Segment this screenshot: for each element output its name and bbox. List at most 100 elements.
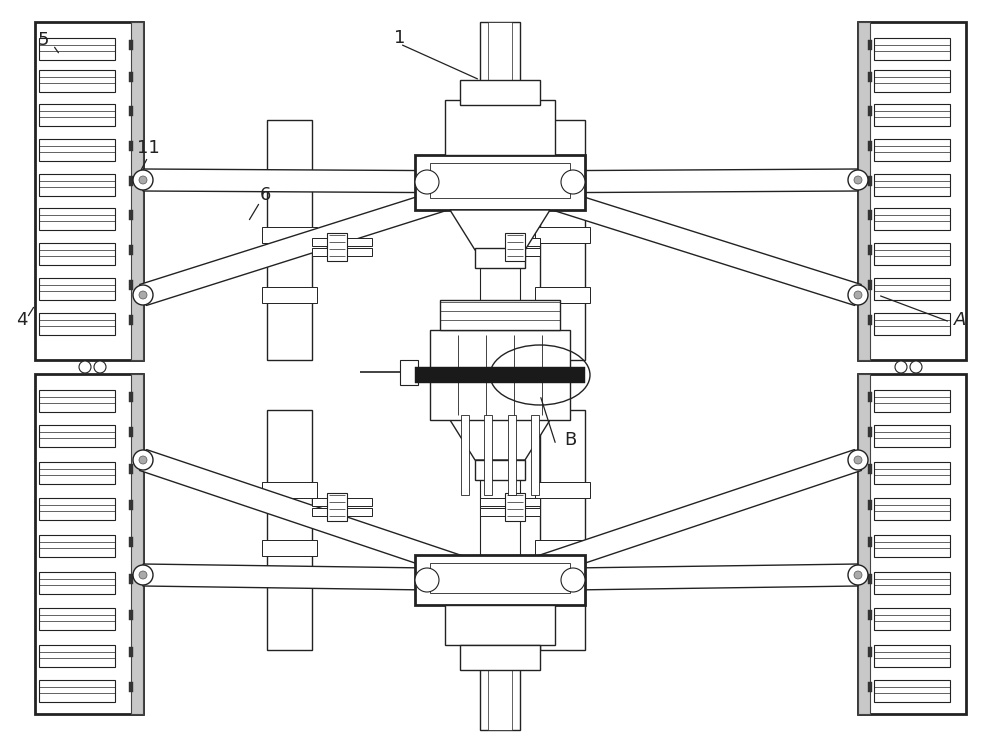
Polygon shape — [500, 564, 858, 591]
Bar — [480, 630, 520, 730]
Bar — [488, 22, 512, 132]
Bar — [874, 608, 950, 630]
Bar — [415, 555, 585, 605]
Circle shape — [133, 285, 153, 305]
Polygon shape — [450, 420, 550, 460]
Circle shape — [848, 285, 868, 305]
Bar — [868, 647, 872, 657]
Bar — [480, 248, 540, 256]
Bar — [858, 374, 870, 714]
Bar — [868, 210, 872, 220]
Bar — [129, 280, 133, 290]
Bar — [540, 120, 585, 360]
Bar — [480, 22, 520, 132]
Bar — [129, 245, 133, 255]
Bar — [312, 498, 372, 506]
Bar — [327, 233, 347, 261]
Bar — [267, 410, 312, 650]
Bar — [868, 427, 872, 437]
Bar — [129, 537, 133, 547]
Bar — [327, 493, 347, 521]
Polygon shape — [139, 450, 504, 591]
Bar — [480, 498, 540, 506]
Bar — [535, 482, 590, 498]
Bar — [430, 163, 570, 198]
Bar — [475, 460, 525, 480]
Bar — [874, 104, 950, 126]
Bar — [868, 280, 872, 290]
Bar — [874, 139, 950, 161]
Bar — [868, 610, 872, 620]
Circle shape — [139, 571, 147, 579]
Circle shape — [854, 176, 862, 184]
Bar — [35, 374, 143, 714]
Bar — [35, 22, 143, 360]
Bar — [39, 208, 115, 230]
Circle shape — [561, 568, 585, 592]
Circle shape — [133, 565, 153, 585]
Text: A: A — [954, 311, 966, 329]
Bar — [874, 390, 950, 412]
Circle shape — [854, 456, 862, 464]
Bar — [445, 605, 555, 645]
Text: 6: 6 — [259, 186, 271, 204]
Text: 4: 4 — [16, 311, 28, 329]
Circle shape — [895, 361, 907, 373]
Bar — [461, 415, 469, 495]
Bar — [39, 608, 115, 630]
Bar — [129, 210, 133, 220]
Bar — [39, 139, 115, 161]
Circle shape — [910, 361, 922, 373]
Bar — [874, 38, 950, 60]
Bar — [535, 287, 590, 303]
Polygon shape — [140, 172, 503, 305]
Bar — [39, 70, 115, 92]
Bar — [39, 278, 115, 300]
Circle shape — [848, 170, 868, 190]
Bar — [858, 374, 966, 714]
Circle shape — [848, 565, 868, 585]
Bar — [39, 645, 115, 667]
Bar — [868, 106, 872, 116]
Polygon shape — [497, 450, 861, 591]
Circle shape — [415, 568, 439, 592]
Bar — [874, 278, 950, 300]
Bar — [131, 22, 143, 360]
Bar — [874, 462, 950, 484]
Bar — [129, 500, 133, 510]
Circle shape — [139, 291, 147, 299]
Bar — [868, 40, 872, 50]
Text: 5: 5 — [37, 31, 49, 49]
Bar — [868, 574, 872, 584]
Bar — [430, 330, 570, 420]
Bar — [874, 572, 950, 594]
Bar — [874, 313, 950, 335]
Circle shape — [79, 361, 91, 373]
Text: 11: 11 — [137, 139, 159, 157]
Bar — [39, 425, 115, 447]
Bar — [535, 227, 590, 243]
Bar — [129, 392, 133, 402]
Circle shape — [139, 456, 147, 464]
Bar — [129, 72, 133, 82]
Bar — [874, 425, 950, 447]
Polygon shape — [143, 564, 500, 591]
Bar — [262, 482, 317, 498]
Bar — [267, 120, 312, 360]
Bar — [129, 610, 133, 620]
Bar — [858, 22, 870, 360]
Bar — [874, 70, 950, 92]
Polygon shape — [500, 169, 858, 193]
Bar — [312, 248, 372, 256]
Bar — [484, 415, 492, 495]
Bar — [400, 360, 418, 385]
Bar — [39, 462, 115, 484]
Bar — [129, 315, 133, 325]
Bar — [480, 508, 540, 516]
Bar — [129, 40, 133, 50]
Bar — [312, 238, 372, 246]
Circle shape — [561, 170, 585, 194]
Bar — [415, 367, 585, 383]
Bar — [868, 245, 872, 255]
Bar — [505, 233, 525, 261]
